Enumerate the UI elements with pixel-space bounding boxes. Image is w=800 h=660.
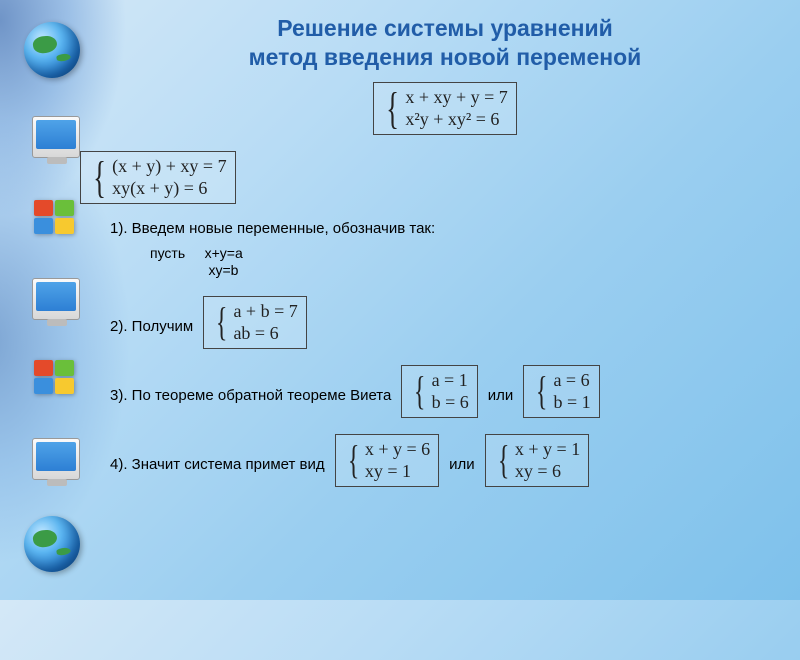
step-2: 2). Получим xyxy=(110,318,193,335)
title-line-2: метод введения новой переменой xyxy=(110,43,780,72)
or-label: или xyxy=(449,456,475,473)
monitor-icon xyxy=(32,278,80,320)
windows-logo-icon xyxy=(34,360,78,398)
brace-icon: { xyxy=(414,376,426,406)
brace-icon: { xyxy=(347,445,359,475)
brace-icon: { xyxy=(386,92,399,125)
brace-icon: { xyxy=(536,376,548,406)
resulting-system-2: { x + y = 1 xy = 6 xyxy=(485,434,590,487)
step-3-row: 3). По теореме обратной теореме Виета { … xyxy=(110,365,780,418)
substitution-note: пусть x+y=a пусть xy=b xyxy=(150,245,780,280)
monitor-icon xyxy=(32,116,80,158)
factored-system: { (x + y) + xy = 7 xy(x + y) = 6 xyxy=(80,151,780,204)
eq-line: b = 6 xyxy=(432,391,469,414)
eq-line: ab = 6 xyxy=(233,322,297,345)
eq-line: a = 6 xyxy=(553,369,590,392)
sidebar-decor xyxy=(18,0,88,600)
globe-icon xyxy=(24,516,80,572)
sub-eq-2: xy=b xyxy=(208,262,238,278)
step-4: 4). Значит система примет вид xyxy=(110,456,325,473)
brace-icon: { xyxy=(498,445,510,475)
main-system: { x + xy + y = 7 x²y + xy² = 6 xyxy=(110,82,780,135)
resulting-system-1: { x + y = 6 xy = 1 xyxy=(335,434,440,487)
brace-icon: { xyxy=(93,161,106,194)
eq-line: b = 1 xyxy=(553,391,590,414)
eq-line: a = 1 xyxy=(432,369,469,392)
monitor-icon xyxy=(32,438,80,480)
eq-line: a + b = 7 xyxy=(233,300,297,323)
eq-line: x + y = 6 xyxy=(365,438,430,461)
eq-line: xy = 6 xyxy=(515,460,580,483)
windows-logo-icon xyxy=(34,200,78,238)
or-label: или xyxy=(488,387,514,404)
sol-2: { a = 6 b = 1 xyxy=(523,365,599,418)
step-3: 3). По теореме обратной теореме Виета xyxy=(110,387,391,404)
let-label: пусть xyxy=(150,245,185,261)
ab-system: { a + b = 7 ab = 6 xyxy=(203,296,307,349)
step-4-row: 4). Значит система примет вид { x + y = … xyxy=(110,434,780,487)
brace-icon: { xyxy=(216,307,228,337)
eq-line: x²y + xy² = 6 xyxy=(405,108,507,131)
eq-line: (x + y) + xy = 7 xyxy=(112,155,226,178)
sol-1: { a = 1 b = 6 xyxy=(401,365,477,418)
slide-content: Решение системы уравнений метод введения… xyxy=(100,0,790,600)
title-line-1: Решение системы уравнений xyxy=(110,14,780,43)
step-1: 1). Введем новые переменные, обозначив т… xyxy=(110,220,780,237)
slide-title: Решение системы уравнений метод введения… xyxy=(110,14,780,72)
step-2-row: 2). Получим { a + b = 7 ab = 6 xyxy=(110,296,780,349)
eq-line: x + xy + y = 7 xyxy=(405,86,507,109)
globe-icon xyxy=(24,22,80,78)
eq-line: xy(x + y) = 6 xyxy=(112,177,226,200)
sub-eq-1: x+y=a xyxy=(205,245,243,261)
eq-line: xy = 1 xyxy=(365,460,430,483)
eq-line: x + y = 1 xyxy=(515,438,580,461)
